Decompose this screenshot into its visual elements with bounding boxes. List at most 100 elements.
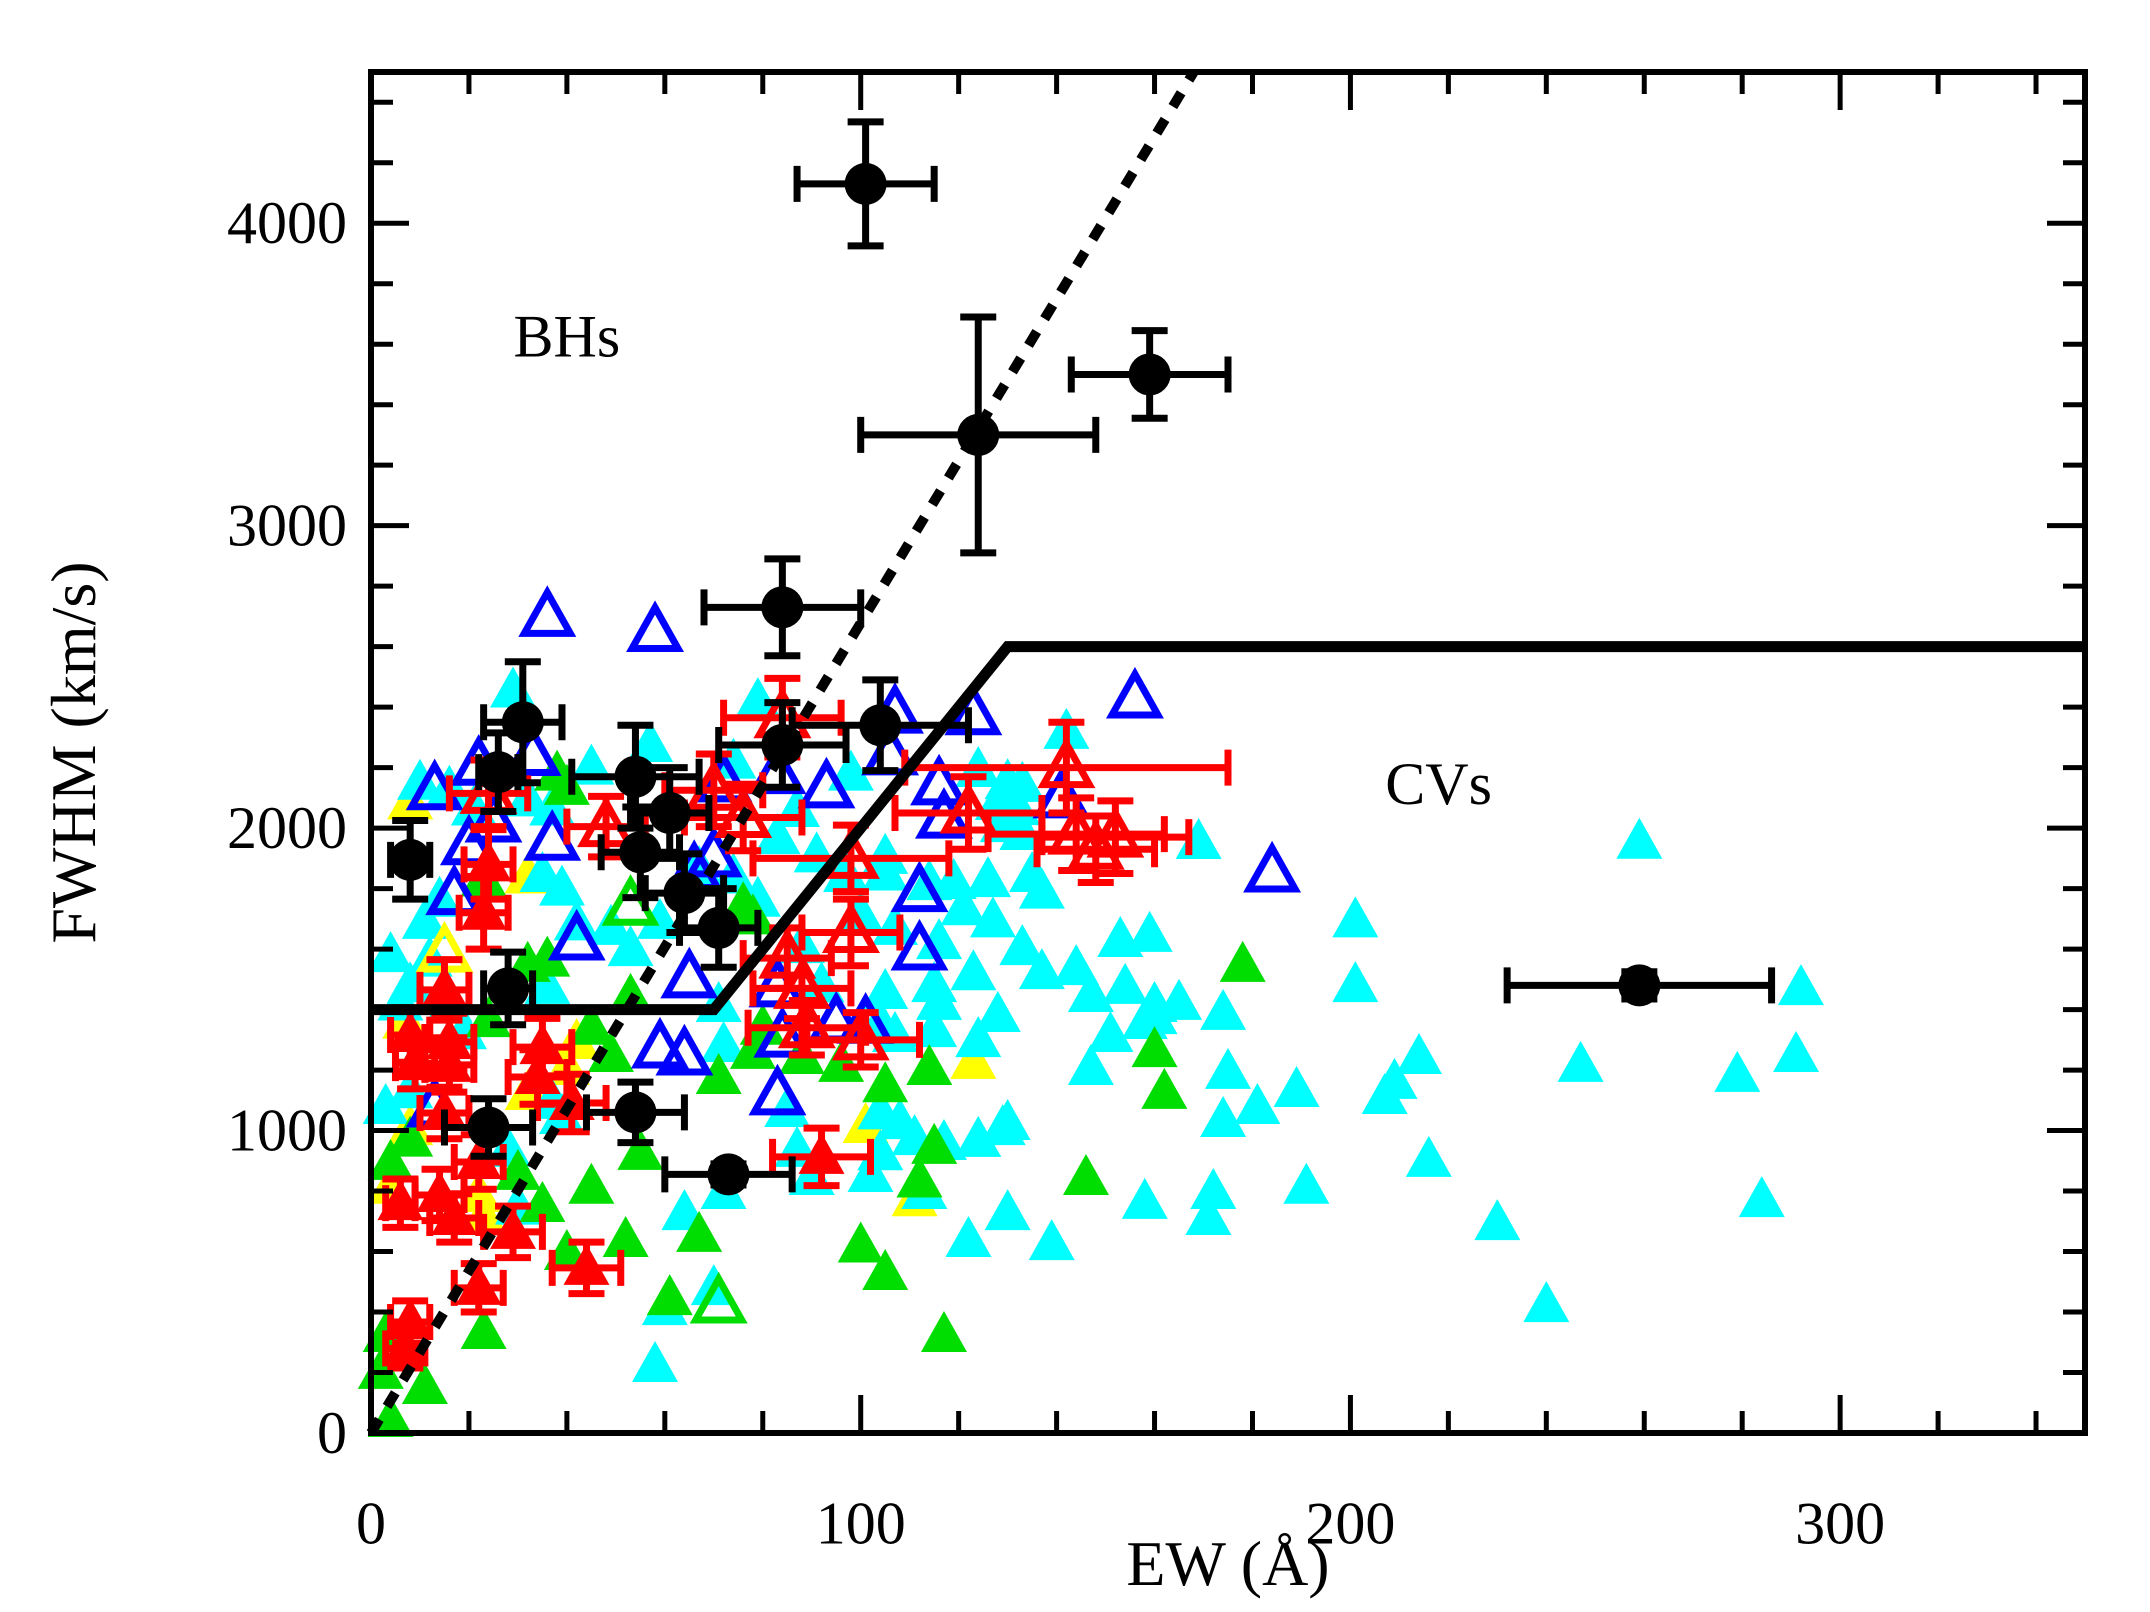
data-point	[1205, 1047, 1251, 1089]
y-tick-label: 4000	[227, 190, 347, 256]
data-point	[630, 1016, 689, 1069]
data-point	[416, 956, 473, 1024]
data-point	[906, 1043, 953, 1085]
triangle-marker	[1053, 944, 1100, 986]
open-triangle-marker	[1066, 818, 1125, 870]
open-triangle-marker	[890, 918, 949, 971]
y-tick-label: 1000	[227, 1098, 347, 1164]
triangle-marker	[916, 918, 963, 960]
data-point	[387, 817, 434, 903]
triangle-marker	[999, 760, 1046, 802]
circle-marker	[707, 1153, 750, 1196]
data-point	[1557, 1040, 1604, 1082]
data-point	[798, 1008, 923, 1071]
data-point	[1200, 1095, 1247, 1137]
data-point	[1067, 971, 1114, 1013]
data-point	[636, 897, 683, 939]
open-triangle-marker	[831, 1008, 890, 1061]
series-black-circles-bh-candidates	[387, 118, 1776, 1196]
triangle-marker	[607, 972, 654, 1014]
data-point	[916, 918, 963, 960]
triangle-marker	[1777, 964, 1824, 1006]
data-point	[862, 1249, 909, 1291]
triangle-marker	[1156, 978, 1203, 1020]
data-point	[607, 972, 654, 1014]
data-point	[626, 600, 685, 653]
data-point	[602, 1216, 649, 1258]
data-point	[1773, 1030, 1820, 1072]
data-point	[661, 1153, 796, 1196]
triangle-marker	[387, 1115, 434, 1157]
triangle-marker	[955, 1016, 1002, 1058]
triangle-marker	[617, 1128, 664, 1170]
circle-marker	[1618, 964, 1661, 1007]
data-point	[455, 873, 512, 953]
data-point	[547, 908, 606, 961]
triangle-marker	[1332, 961, 1379, 1003]
circle-marker	[761, 586, 804, 629]
data-point	[367, 1138, 414, 1180]
circle-marker	[614, 1091, 657, 1134]
data-point	[1018, 867, 1065, 909]
data-point	[655, 1023, 714, 1076]
triangle-marker	[754, 813, 801, 855]
data-point	[1102, 962, 1149, 1004]
triangle-marker	[1121, 1177, 1168, 1219]
data-point	[475, 729, 522, 815]
data-point	[362, 1082, 409, 1124]
data-point	[754, 813, 801, 855]
triangle-marker	[431, 1193, 478, 1235]
data-point	[401, 897, 448, 939]
triangle-marker	[1523, 1281, 1570, 1323]
circle-marker	[859, 704, 902, 747]
data-point	[896, 1156, 943, 1198]
triangle-marker	[1283, 1162, 1330, 1204]
triangle-marker	[862, 1249, 909, 1291]
data-point	[965, 856, 1012, 898]
data-point	[916, 978, 963, 1020]
triangle-marker	[798, 961, 845, 1003]
bh-points-layer	[387, 118, 1776, 1196]
triangle-marker	[969, 896, 1016, 938]
circle-marker	[1128, 353, 1171, 396]
triangle-marker	[734, 677, 781, 719]
triangle-marker	[460, 1307, 507, 1349]
data-point	[940, 884, 987, 926]
data-point	[1053, 944, 1100, 986]
triangle-marker	[563, 1243, 610, 1285]
triangle-marker	[367, 1138, 414, 1180]
data-point	[734, 677, 781, 719]
data-point	[617, 1128, 664, 1170]
open-triangle-marker	[547, 908, 606, 961]
triangle-marker	[455, 1263, 502, 1305]
triangle-marker	[911, 1122, 958, 1164]
circle-marker	[467, 1106, 510, 1149]
open-triangle-marker	[1037, 736, 1096, 789]
data-point	[1126, 910, 1173, 952]
circle-marker	[389, 838, 432, 881]
open-triangle-marker	[714, 786, 773, 839]
circle-marker	[487, 967, 530, 1010]
x-tick-label: 200	[1305, 1490, 1395, 1556]
triangle-marker	[837, 1221, 884, 1263]
circle-marker	[663, 872, 706, 915]
triangle-marker	[568, 1162, 615, 1204]
data-point	[548, 1238, 625, 1298]
triangle-marker	[1738, 1176, 1785, 1218]
data-point	[700, 1020, 747, 1062]
circle-marker	[761, 723, 804, 766]
triangle-marker	[426, 1040, 473, 1082]
triangle-marker	[1332, 896, 1379, 938]
data-point	[426, 1190, 483, 1246]
data-point	[1200, 988, 1247, 1030]
data-point	[1283, 1162, 1330, 1204]
triangle-marker	[950, 949, 997, 991]
triangle-marker	[1714, 1050, 1761, 1092]
data-point	[1219, 940, 1266, 982]
triangle-marker	[1273, 1066, 1320, 1108]
region-label-bhs: BHs	[514, 303, 621, 369]
data-point	[464, 790, 523, 843]
triangle-marker	[1131, 1026, 1178, 1068]
data-point	[646, 1274, 693, 1316]
